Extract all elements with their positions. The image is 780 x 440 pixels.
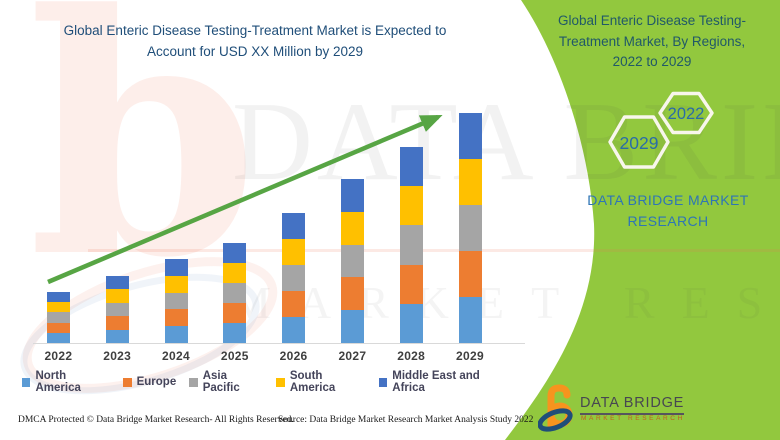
segment-north-america-2029 [458, 297, 482, 343]
legend-item-asia-pacific: Asia Pacific [189, 370, 263, 394]
axis-label-2022: 2022 [44, 349, 73, 363]
chart-legend: North America Europe Asia Pacific South Ame… [22, 370, 508, 394]
segment-north-america-2026 [282, 317, 306, 343]
legend-label-south-america: South America [289, 370, 336, 394]
x-axis-line [33, 343, 525, 344]
footer-source-text: Source: Data Bridge Market Research Mark… [278, 415, 534, 425]
region-panel-title-line1: Global Enteric Disease Testing- [557, 13, 747, 28]
segment-asia-pacific-2029 [458, 205, 482, 251]
legend-item-europe: Europe [122, 376, 177, 388]
legend-label-asia-pacific: Asia Pacific [202, 370, 240, 394]
legend-swatch-europe [122, 377, 132, 387]
segment-south-america-2027 [340, 211, 364, 245]
segment-asia-pacific-2027 [340, 244, 364, 278]
segment-europe-2028 [399, 264, 423, 304]
segment-europe-2024 [164, 309, 188, 327]
segment-middle-east-and-africa-2024 [164, 259, 188, 276]
bar-2026 [282, 213, 306, 343]
segment-north-america-2025 [223, 323, 247, 343]
segment-asia-pacific-2024 [164, 292, 188, 310]
segment-europe-2029 [458, 251, 482, 297]
segment-middle-east-and-africa-2022 [46, 292, 70, 303]
segment-north-america-2024 [164, 326, 188, 343]
axis-label-2024: 2024 [162, 349, 190, 363]
segment-europe-2022 [46, 322, 70, 333]
footer-dmca-text: DMCA Protected © Data Bridge Market Rese… [18, 415, 294, 425]
axis-label-2025: 2025 [220, 349, 249, 363]
legend-label-middle-east-and-africa: Middle East and Africa [392, 370, 480, 394]
segment-asia-pacific-2028 [399, 225, 423, 265]
chart-title-line2: Account for USD XX Million by 2029 [146, 44, 364, 59]
legend-label-europe: Europe [136, 376, 177, 388]
logo-swoosh-icon [538, 408, 573, 432]
brand-name: DATA BRIDGE MARKET RESEARCH [556, 190, 780, 232]
segment-north-america-2027 [340, 310, 364, 343]
axis-label-2023: 2023 [103, 349, 132, 363]
legend-swatch-north-america [22, 377, 31, 387]
segment-asia-pacific-2025 [223, 283, 247, 303]
segment-south-america-2023 [105, 289, 129, 303]
region-panel-title-line3: 2022 to 2029 [612, 54, 692, 69]
legend-swatch-asia-pacific [189, 377, 198, 387]
segment-south-america-2025 [223, 263, 247, 283]
segment-north-america-2023 [105, 329, 129, 343]
segment-europe-2027 [340, 277, 364, 311]
segment-middle-east-and-africa-2023 [105, 276, 129, 290]
segment-europe-2026 [282, 291, 306, 317]
segment-north-america-2028 [399, 303, 423, 343]
axis-label-2027: 2027 [338, 349, 367, 363]
segment-asia-pacific-2026 [282, 265, 306, 291]
segment-middle-east-and-africa-2028 [399, 147, 423, 187]
axis-label-2028: 2028 [397, 349, 426, 363]
bar-2027 [340, 179, 364, 343]
segment-europe-2023 [105, 316, 129, 330]
bar-2022 [46, 292, 70, 343]
segment-north-america-2022 [46, 332, 70, 343]
axis-label-2029: 2029 [456, 349, 484, 363]
legend-item-north-america: North America [22, 370, 110, 394]
logo: DATA BRIDGE MARKET RESEARCH [538, 384, 708, 434]
brand-name-line2: RESEARCH [627, 213, 709, 229]
segment-europe-2025 [223, 303, 247, 323]
legend-label-north-america: North America [35, 370, 81, 394]
bar-2029 [458, 113, 482, 343]
segment-south-america-2028 [399, 186, 423, 226]
axis-label-2026: 2026 [279, 349, 308, 363]
region-panel-title-line2: Treatment Market, By Regions, [558, 33, 746, 49]
segment-asia-pacific-2023 [105, 302, 129, 317]
segment-middle-east-and-africa-2025 [223, 243, 247, 263]
segment-middle-east-and-africa-2026 [282, 213, 306, 239]
segment-south-america-2024 [164, 275, 188, 293]
legend-item-middle-east-and-africa: Middle East and Africa [378, 370, 508, 394]
segment-middle-east-and-africa-2027 [340, 179, 364, 212]
legend-swatch-south-america [276, 377, 285, 387]
logo-b-icon [538, 384, 573, 432]
logo-name: DATA BRIDGE [580, 395, 685, 415]
bar-2023 [105, 276, 129, 343]
bar-2024 [164, 259, 188, 343]
segment-south-america-2029 [458, 159, 482, 205]
logo-tagline: MARKET RESEARCH [581, 415, 685, 422]
region-panel-title: Global Enteric Disease Testing- Treatmen… [546, 11, 758, 73]
brand-name-line1: DATA BRIDGE MARKET [587, 192, 749, 208]
segment-south-america-2026 [282, 239, 306, 265]
chart-title-line1: Global Enteric Disease Testing-Treatment… [63, 23, 447, 38]
legend-swatch-middle-east-and-africa [378, 377, 388, 387]
segment-south-america-2022 [46, 302, 70, 313]
bar-2028 [399, 147, 423, 343]
segment-middle-east-and-africa-2029 [458, 113, 482, 159]
bar-2025 [223, 243, 247, 343]
segment-asia-pacific-2022 [46, 312, 70, 323]
legend-item-south-america: South America [276, 370, 365, 394]
chart-title: Global Enteric Disease Testing-Treatment… [30, 20, 480, 62]
